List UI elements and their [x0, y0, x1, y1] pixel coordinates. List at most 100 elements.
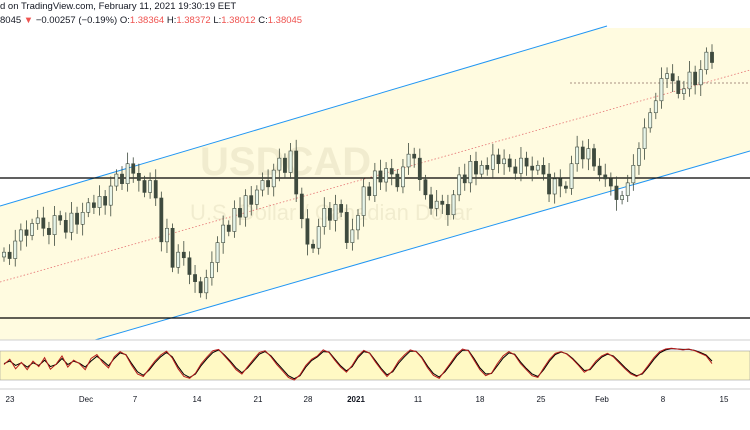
candle-body[interactable]	[372, 170, 377, 196]
candle-body[interactable]	[361, 186, 366, 216]
candle-body[interactable]	[2, 251, 6, 258]
candle-body[interactable]	[142, 180, 147, 193]
candle-body[interactable]	[496, 154, 501, 165]
candle-body[interactable]	[47, 227, 51, 235]
candle-body[interactable]	[704, 51, 709, 71]
candle-body[interactable]	[620, 195, 624, 200]
candle-body[interactable]	[687, 71, 692, 90]
candle-body[interactable]	[52, 215, 57, 235]
candle-body[interactable]	[592, 148, 596, 167]
candle-body[interactable]	[710, 51, 714, 63]
channel-upper-line[interactable]	[0, 25, 608, 207]
candle-body[interactable]	[558, 178, 563, 187]
candle-body[interactable]	[311, 243, 315, 249]
candle-body[interactable]	[35, 217, 40, 224]
candle-body[interactable]	[423, 179, 428, 196]
candle-body[interactable]	[316, 226, 321, 249]
candle-body[interactable]	[75, 212, 79, 225]
candle-body[interactable]	[631, 165, 636, 184]
candle-body[interactable]	[114, 173, 119, 187]
candle-body[interactable]	[457, 174, 462, 196]
candle-body[interactable]	[305, 218, 310, 245]
candle-body[interactable]	[198, 281, 203, 294]
candle-body[interactable]	[170, 227, 175, 268]
candle-body[interactable]	[322, 208, 327, 227]
candle-body[interactable]	[682, 88, 686, 94]
candle-body[interactable]	[339, 204, 344, 213]
candle-body[interactable]	[547, 173, 551, 195]
candle-body[interactable]	[210, 262, 214, 278]
candle-body[interactable]	[541, 165, 546, 175]
candle-body[interactable]	[63, 220, 68, 233]
candle-body[interactable]	[254, 189, 259, 205]
candle-body[interactable]	[535, 165, 540, 171]
time-axis[interactable]: 23 Dec 7 14 21 28 2021 11 18 25 Feb 8 15	[6, 395, 729, 404]
candle-body[interactable]	[401, 166, 405, 188]
candle-body[interactable]	[659, 78, 664, 102]
candle-body[interactable]	[356, 215, 360, 231]
candle-body[interactable]	[637, 148, 641, 166]
candle-body[interactable]	[648, 112, 653, 129]
candle-body[interactable]	[524, 157, 529, 167]
candle-body[interactable]	[586, 148, 591, 160]
candle-body[interactable]	[159, 197, 164, 243]
candle-body[interactable]	[378, 170, 383, 183]
candle-body[interactable]	[271, 169, 276, 188]
candle-body[interactable]	[131, 163, 136, 174]
candle-body[interactable]	[221, 224, 226, 243]
candle-body[interactable]	[474, 161, 478, 175]
candle-body[interactable]	[625, 182, 630, 196]
channel-lower-line[interactable]	[94, 150, 750, 341]
candle-body[interactable]	[243, 195, 248, 218]
candle-body[interactable]	[564, 185, 568, 189]
candle-body[interactable]	[266, 180, 270, 188]
candle-body[interactable]	[479, 165, 484, 175]
candle-body[interactable]	[446, 204, 450, 216]
candle-body[interactable]	[24, 229, 29, 236]
candle-body[interactable]	[328, 208, 332, 221]
candle-body[interactable]	[58, 215, 63, 221]
candle-body[interactable]	[569, 163, 574, 189]
candle-body[interactable]	[333, 204, 338, 221]
candle-body[interactable]	[80, 212, 85, 225]
candle-body[interactable]	[693, 71, 698, 86]
candle-body[interactable]	[283, 157, 287, 173]
candle-body[interactable]	[665, 73, 669, 79]
candle-body[interactable]	[468, 161, 473, 184]
candle-body[interactable]	[249, 195, 254, 205]
candle-body[interactable]	[136, 172, 141, 181]
candle-body[interactable]	[288, 150, 293, 173]
candle-body[interactable]	[507, 158, 512, 168]
candle-body[interactable]	[406, 153, 411, 168]
candle-body[interactable]	[41, 217, 46, 229]
candle-body[interactable]	[176, 251, 181, 268]
candle-body[interactable]	[451, 194, 456, 216]
candle-body[interactable]	[277, 157, 282, 171]
candle-body[interactable]	[384, 168, 388, 183]
candle-body[interactable]	[125, 163, 130, 184]
candle-body[interactable]	[148, 180, 152, 193]
candle-body[interactable]	[485, 165, 490, 170]
candle-body[interactable]	[519, 157, 523, 174]
candle-body[interactable]	[608, 178, 613, 187]
candle-body[interactable]	[30, 223, 34, 236]
candle-body[interactable]	[226, 224, 231, 232]
candle-body[interactable]	[193, 274, 197, 282]
candle-body[interactable]	[187, 257, 192, 275]
candle-body[interactable]	[18, 229, 23, 242]
candle-body[interactable]	[69, 212, 74, 233]
candle-body[interactable]	[670, 73, 675, 82]
candle-body[interactable]	[299, 193, 304, 220]
candle-body[interactable]	[97, 196, 102, 208]
candle-body[interactable]	[103, 196, 108, 206]
candle-body[interactable]	[238, 208, 242, 218]
candle-body[interactable]	[653, 100, 658, 114]
candle-body[interactable]	[92, 202, 96, 208]
candle-body[interactable]	[108, 185, 113, 206]
candle-body[interactable]	[642, 127, 647, 149]
candle-body[interactable]	[7, 251, 12, 259]
candle-body[interactable]	[204, 277, 209, 294]
candle-body[interactable]	[153, 180, 158, 199]
candle-body[interactable]	[462, 174, 467, 184]
